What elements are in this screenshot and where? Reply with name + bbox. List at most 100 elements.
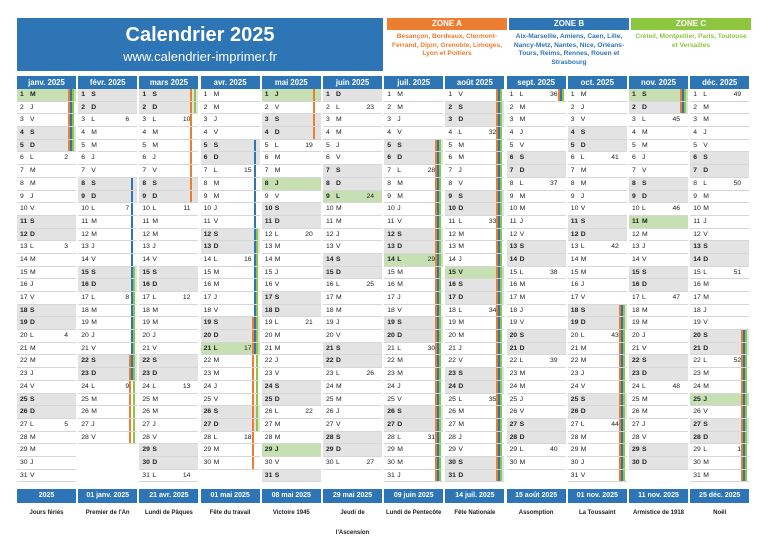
day-number: 10: [693, 205, 701, 213]
day-number: 28: [264, 433, 273, 441]
vacation-bar-zone-b: [437, 241, 440, 253]
vacation-bar-zone-a: [435, 456, 438, 469]
vacation-bar-zone-c: [622, 380, 625, 393]
day-row: 15 D: [323, 266, 382, 280]
day-number: 1: [203, 91, 208, 98]
day-number: 13: [448, 243, 456, 251]
vacation-bar-zone-c: [500, 177, 503, 190]
week-number: 29: [427, 255, 436, 263]
site-url: www.calendrier-imprimer.fr: [123, 49, 277, 64]
day-row: 7 L 15: [200, 165, 260, 178]
day-row: 13 D: [200, 241, 260, 254]
vacation-bar-zone-a: [496, 241, 499, 253]
vacation-bar-zone-a: [251, 431, 254, 444]
vacation-bar-zone-a: [251, 456, 254, 469]
day-number: 2: [20, 103, 24, 111]
day-number: 25: [570, 395, 579, 403]
weekday-letter: M: [458, 332, 465, 340]
weekday-letter: S: [213, 230, 219, 238]
day-number: 8: [264, 179, 269, 187]
weekday-letter: J: [213, 205, 217, 213]
holiday-cell: 2025 Jours fériés: [17, 489, 76, 523]
day-row: 17 M: [506, 292, 566, 305]
day-number: 16: [264, 281, 273, 289]
vacation-bar-zone-b: [253, 190, 256, 203]
weekday-letter: V: [580, 471, 586, 479]
weekday-letter: M: [397, 103, 403, 111]
vacation-bar-zone-b: [131, 304, 134, 317]
weekday-letter: M: [274, 154, 281, 162]
vacation-bar-zone-c: [194, 89, 197, 101]
vacation-bar-zone-b: [498, 406, 501, 418]
vacation-bar-zone-b: [253, 203, 256, 215]
vacation-bar-zone-b: [437, 393, 440, 406]
vacation-bar-zone-a: [190, 152, 193, 165]
day-number: 16: [387, 281, 395, 289]
weekday-letter: M: [213, 91, 220, 98]
day-number: 9: [509, 192, 514, 200]
day-row: 28 V: [78, 431, 138, 445]
weekday-letter: M: [152, 319, 159, 327]
day-row: 14 M: [261, 254, 321, 267]
day-number: 14: [20, 255, 28, 263]
day-number: 22: [264, 357, 273, 365]
vacation-bar-zone-b: [620, 444, 623, 456]
day-number: 18: [570, 306, 579, 314]
day-row: 9 L 24: [323, 190, 382, 204]
vacation-bar-zone-b: [437, 469, 440, 482]
day-number: 28: [142, 433, 150, 441]
vacation-bar-zone-b: [743, 444, 746, 456]
weekday-letter: D: [642, 281, 647, 289]
vacation-bar-zone-a: [190, 165, 193, 177]
vacation-bar-zone-b: [559, 89, 562, 101]
weekday-letter: L: [519, 446, 524, 454]
weekday-letter: D: [30, 230, 35, 238]
vacation-bar-zone-c: [439, 165, 442, 177]
week-number: 13: [182, 382, 191, 390]
day-number: 26: [264, 408, 273, 416]
day-row: 20 J: [78, 330, 138, 343]
vacation-bar-zone-a: [618, 368, 621, 380]
day-number: 5: [203, 141, 208, 149]
vacation-bar-zone-b: [253, 241, 256, 253]
day-number: 29: [509, 446, 518, 454]
weekday-letter: V: [91, 344, 96, 352]
day-number: 3: [509, 116, 514, 124]
day-number: 19: [264, 319, 273, 327]
zone-b-text: Aix-Marseille, Amiens, Caen, Lille, Nanc…: [513, 33, 625, 66]
vacation-bar-zone-b: [743, 418, 746, 431]
vacation-bar-zone-a: [68, 139, 70, 152]
vacation-bar-zone-a: [618, 431, 621, 444]
vacation-bar-zone-c: [439, 406, 442, 418]
vacation-bar-zone-b: [131, 368, 134, 380]
weekday-letter: J: [397, 205, 401, 213]
weekday-letter: M: [213, 458, 220, 466]
vacation-bar-zone-a: [618, 317, 621, 330]
weekday-letter: D: [642, 458, 647, 466]
vacation-bar-zone-c: [133, 279, 136, 291]
day-row: 14 S: [323, 253, 382, 267]
holiday-name: Noël: [713, 510, 727, 516]
day-row: 22 D: [323, 355, 382, 369]
day-row: 13 D: [384, 241, 444, 254]
day-number: 26: [448, 408, 456, 416]
vacation-bar-zone-a: [496, 355, 499, 368]
day-number: 4: [142, 129, 147, 137]
day-row: 17 L 12: [139, 292, 199, 305]
vacation-bar-zone-b: [620, 355, 623, 368]
day-row: 4 L 32: [445, 127, 505, 140]
day-row: 30 M: [506, 457, 566, 470]
day-row: 19 M: [445, 317, 505, 331]
day-row: 1 L 49: [690, 89, 750, 102]
day-number: 23: [509, 370, 518, 378]
day-number: 6: [448, 154, 453, 162]
weekday-letter: V: [213, 129, 219, 137]
vacation-bar-zone-a: [496, 203, 499, 215]
day-row: 21 M: [17, 343, 76, 356]
vacation-bar-zone-a: [251, 368, 254, 380]
day-row: 24 D: [445, 380, 505, 394]
